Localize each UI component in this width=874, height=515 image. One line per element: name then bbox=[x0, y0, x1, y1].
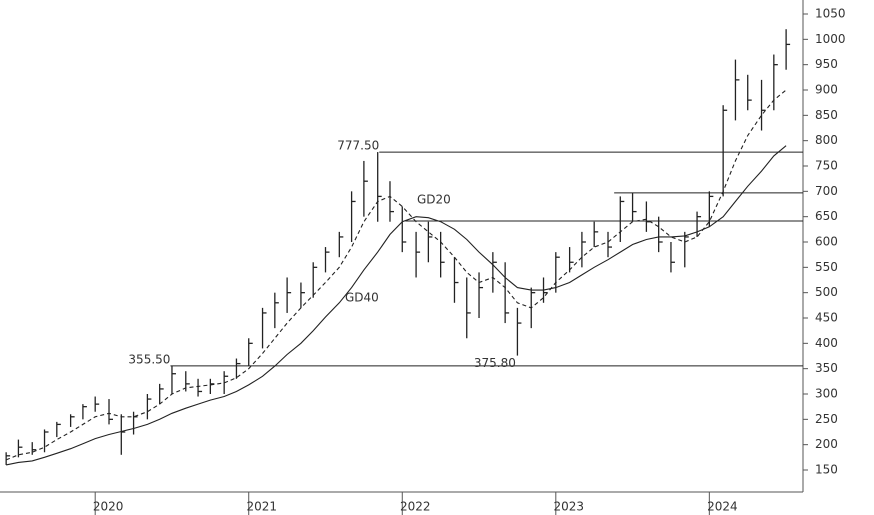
y-tick-label: 1000 bbox=[815, 32, 846, 46]
y-tick-label: 500 bbox=[815, 285, 838, 299]
y-tick-label: 750 bbox=[815, 159, 838, 173]
y-tick-label: 700 bbox=[815, 184, 838, 198]
level-label: 777.50 bbox=[337, 139, 379, 153]
y-tick-label: 950 bbox=[815, 57, 838, 71]
y-tick-label: 900 bbox=[815, 83, 838, 97]
moving-average bbox=[5, 89, 787, 461]
y-tick-label: 450 bbox=[815, 311, 838, 325]
annotation: 375.80 bbox=[474, 356, 516, 370]
y-tick-label: 1050 bbox=[815, 7, 846, 21]
y-tick-label: 800 bbox=[815, 133, 838, 147]
y-tick-label: 850 bbox=[815, 108, 838, 122]
y-tick-label: 400 bbox=[815, 336, 838, 350]
moving-average bbox=[5, 145, 787, 466]
x-tick-label: 2024 bbox=[707, 500, 738, 514]
y-tick-label: 250 bbox=[815, 412, 838, 426]
y-tick-label: 300 bbox=[815, 387, 838, 401]
series-label: GD40 bbox=[345, 291, 379, 305]
x-tick-label: 2022 bbox=[400, 500, 431, 514]
y-tick-label: 350 bbox=[815, 361, 838, 375]
y-tick-label: 600 bbox=[815, 235, 838, 249]
y-tick-label: 650 bbox=[815, 209, 838, 223]
y-tick-label: 150 bbox=[815, 463, 838, 477]
x-tick-label: 2021 bbox=[246, 500, 277, 514]
x-tick-label: 2023 bbox=[554, 500, 585, 514]
x-tick-label: 2020 bbox=[93, 500, 124, 514]
y-tick-label: 550 bbox=[815, 260, 838, 274]
series-label: GD20 bbox=[417, 193, 451, 207]
level-label: 355.50 bbox=[128, 352, 170, 366]
y-tick-label: 200 bbox=[815, 437, 838, 451]
